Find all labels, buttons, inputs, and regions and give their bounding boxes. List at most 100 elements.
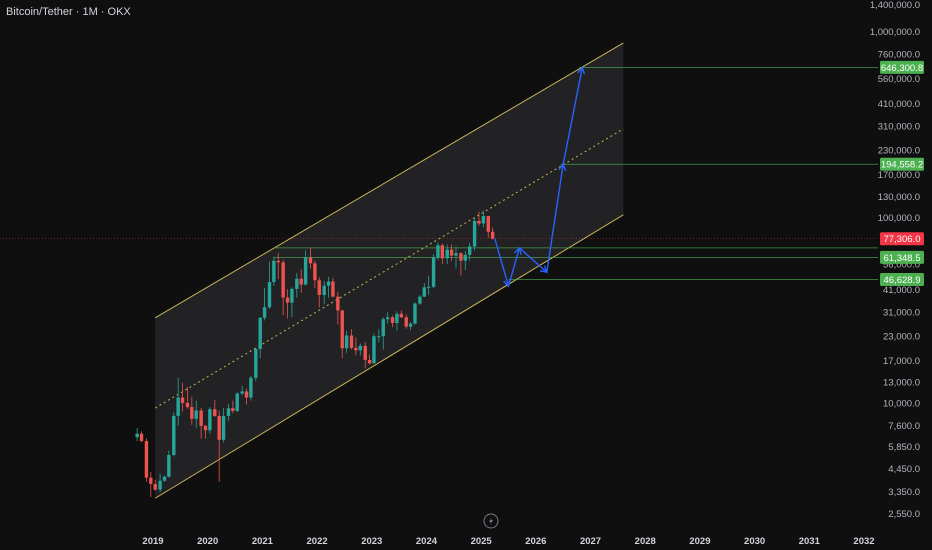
candle-up [422, 282, 426, 297]
candle-up [272, 256, 276, 287]
candle-body [240, 391, 244, 394]
candle-body [326, 281, 331, 286]
candle-body [408, 323, 413, 327]
candle-down [199, 407, 203, 439]
candle-up [172, 412, 176, 457]
title-separator: · [75, 6, 80, 18]
channel-upper-line[interactable] [154, 42, 624, 319]
channel-median-line[interactable] [154, 128, 624, 409]
candle-down [477, 211, 481, 226]
symbol-name[interactable]: Bitcoin/Tether [6, 6, 73, 18]
candle-up [221, 407, 226, 443]
time-tick-label: 2020 [197, 536, 218, 547]
candle-up [176, 377, 180, 426]
candle-body [404, 317, 408, 327]
candle-body [385, 317, 390, 320]
candle-up [472, 218, 477, 251]
candle-body [244, 391, 249, 398]
level-tag-text: 646,300.8 [881, 63, 923, 74]
projection-segment[interactable] [518, 247, 548, 273]
time-tick-label: 2026 [525, 536, 546, 547]
candle-up [240, 385, 244, 396]
candle-down [139, 431, 144, 443]
candle-up [295, 273, 299, 298]
candle-body [272, 260, 276, 283]
time-axis[interactable]: 2019 2020 2021 2022 2023 2024 2025 2026 2027 2028… [142, 536, 874, 547]
time-tick-label: 2032 [853, 536, 874, 547]
candle-down [331, 278, 335, 297]
level-tag: 61,348.5 [880, 250, 924, 264]
candle-body [463, 254, 467, 261]
candle-body [185, 402, 190, 408]
candle-down [203, 424, 208, 439]
price-tick-label: 41,000.0 [883, 285, 920, 296]
candle-down [336, 291, 340, 325]
projection-segment[interactable] [507, 247, 521, 287]
candle-body [390, 317, 395, 323]
price-tags: 646,300.8 194,558.2 61,348.5 46,628.9 77,306… [880, 60, 924, 287]
price-tick-label: 410,000.0 [878, 99, 920, 110]
candle-up [467, 242, 472, 261]
interval-label[interactable]: 1M [82, 6, 98, 18]
candle-body [477, 220, 481, 224]
candle-up [303, 250, 308, 286]
price-tick-label: 130,000.0 [878, 192, 920, 203]
price-tick-label: 5,850.0 [888, 442, 920, 453]
candle-up [381, 317, 385, 350]
projection-segment[interactable] [494, 238, 510, 287]
candle-body [313, 263, 317, 281]
projection-segment[interactable] [562, 67, 584, 165]
candle-down [217, 410, 221, 482]
price-tick-label: 56,000.0 [883, 260, 920, 271]
candles [135, 210, 495, 497]
channel-lower-line[interactable] [154, 214, 624, 499]
price-tick-label: 4,450.0 [888, 464, 920, 475]
candle-down [349, 329, 354, 350]
candle-body [486, 216, 490, 232]
candle-body [426, 286, 431, 288]
candle-body [158, 480, 162, 490]
time-tick-label: 2027 [580, 536, 601, 547]
candle-body [367, 359, 372, 364]
candle-down [367, 354, 372, 365]
candle-up [426, 275, 431, 295]
candle-up [431, 254, 436, 289]
price-channel[interactable] [154, 42, 624, 499]
candle-body [481, 216, 486, 224]
candle-body [322, 285, 326, 295]
candle-up [413, 302, 417, 325]
candle-body [276, 260, 280, 263]
candle-up [226, 403, 231, 421]
title-separator: · [100, 6, 105, 18]
projection-segment[interactable] [546, 164, 564, 273]
candle-up [481, 210, 486, 228]
candle-up [162, 475, 167, 482]
price-tick-label: 100,000.0 [878, 213, 920, 224]
level-tag-bg [880, 273, 924, 287]
candle-down [299, 269, 303, 293]
candle-body [221, 415, 226, 440]
candle-body [358, 345, 362, 351]
projection-arrows[interactable] [494, 65, 586, 288]
candle-body [308, 257, 313, 264]
candle-down [340, 310, 344, 359]
candle-down [144, 438, 149, 482]
candle-body [135, 433, 139, 438]
price-tick-label: 560,000.0 [878, 74, 920, 85]
candle-body [149, 477, 153, 484]
price-tick-label: 7,600.0 [888, 421, 920, 432]
candle-up [326, 276, 331, 298]
candle-body [299, 278, 303, 285]
candle-body [172, 415, 176, 455]
time-tick-label: 2023 [361, 536, 382, 547]
lightning-icon[interactable] [483, 513, 499, 529]
time-tick-label: 2022 [307, 536, 328, 547]
candle-up [235, 392, 239, 413]
candle-down [285, 289, 290, 319]
time-tick-label: 2031 [799, 536, 821, 547]
candle-down [459, 251, 463, 276]
candle-body [331, 281, 335, 297]
candle-body [377, 336, 381, 338]
